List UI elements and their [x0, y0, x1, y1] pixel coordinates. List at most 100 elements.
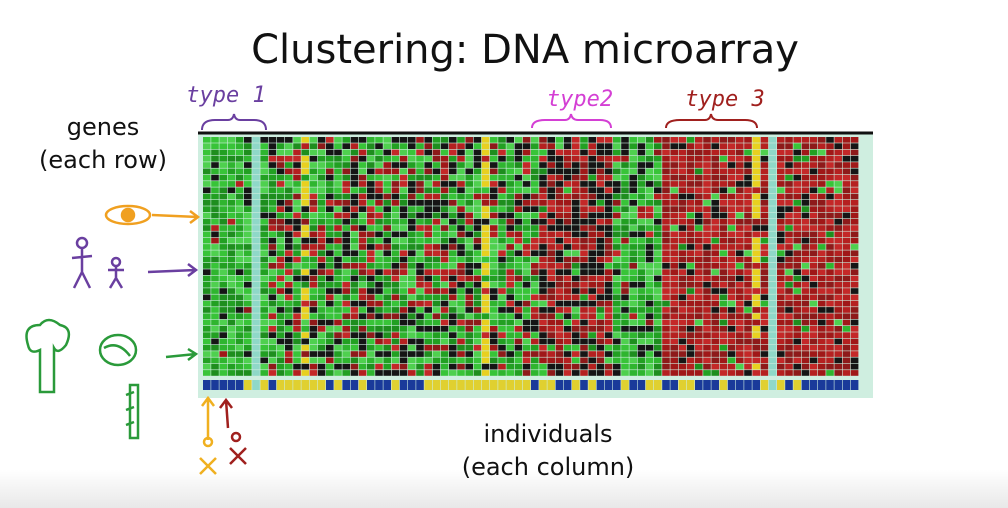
heatmap-cell: [276, 300, 285, 307]
heatmap-cell: [457, 155, 465, 162]
heatmap-cell: [768, 168, 777, 175]
person: [199, 457, 217, 475]
heatmap-cell: [350, 137, 359, 143]
heatmap-cell: [301, 319, 309, 326]
heatmap-cell: [268, 187, 277, 194]
heatmap-cell: [457, 380, 465, 390]
heatmap-cell: [539, 174, 547, 181]
heatmap-cell: [686, 237, 695, 244]
heatmap-cell: [334, 307, 342, 313]
heatmap-cell: [473, 294, 482, 301]
heatmap-cell: [637, 250, 646, 257]
heatmap-cell: [555, 256, 564, 263]
heatmap-cell: [203, 231, 211, 238]
heatmap-cell: [809, 174, 818, 181]
heatmap-cell: [613, 143, 621, 149]
heatmap-cell: [547, 256, 555, 263]
heatmap-cell: [580, 370, 588, 376]
heatmap-cell: [203, 275, 211, 282]
heatmap-cell: [678, 326, 687, 332]
heatmap-cell: [555, 143, 564, 149]
heatmap-cell: [203, 294, 211, 301]
heatmap-cell: [203, 149, 211, 156]
heatmap-cell: [555, 307, 564, 313]
heatmap-cell: [465, 206, 473, 212]
heatmap-cell: [244, 155, 252, 162]
heatmap-cell: [424, 338, 432, 345]
heatmap-cell: [629, 218, 637, 225]
heatmap-cell: [793, 181, 801, 187]
heatmap-cell: [777, 332, 785, 338]
heatmap-cell: [645, 218, 654, 225]
heatmap-cell: [580, 363, 588, 370]
heatmap-cell: [440, 193, 449, 200]
heatmap-cell: [399, 143, 408, 149]
heatmap-cell: [842, 168, 851, 175]
heatmap-cell: [424, 380, 432, 390]
heatmap-cell: [326, 155, 334, 162]
heatmap-cell: [334, 193, 342, 200]
heatmap-cell: [588, 307, 596, 313]
heatmap-cell: [736, 250, 744, 257]
heatmap-cell: [662, 288, 670, 294]
heatmap-cell: [203, 143, 211, 149]
heatmap-cell: [481, 363, 490, 370]
heatmap-cell: [465, 288, 473, 294]
heatmap-cell: [342, 237, 350, 244]
heatmap-cell: [440, 187, 449, 194]
heatmap-cell: [276, 174, 285, 181]
heatmap-cell: [449, 263, 457, 269]
heatmap-cell: [809, 256, 818, 263]
heatmap-cell: [457, 206, 465, 212]
heatmap-cell: [695, 162, 703, 168]
heatmap-cell: [465, 212, 473, 219]
heatmap-cell: [457, 313, 465, 320]
heatmap-cell: [506, 275, 514, 282]
heatmap-cell: [793, 244, 801, 250]
heatmap-cell: [801, 149, 810, 156]
heatmap-cell: [596, 162, 605, 168]
heatmap-cell: [727, 181, 736, 187]
heatmap-cell: [465, 300, 473, 307]
heatmap-cell: [391, 288, 400, 294]
heatmap-cell: [670, 281, 678, 288]
heatmap-cell: [440, 344, 449, 351]
heatmap-cell: [818, 380, 826, 390]
heatmap-cell: [539, 344, 547, 351]
heatmap-cell: [457, 307, 465, 313]
heatmap-cell: [317, 218, 326, 225]
heatmap-cell: [260, 351, 268, 357]
heatmap-cell: [473, 332, 482, 338]
heatmap-cell: [563, 281, 572, 288]
heatmap-cell: [842, 155, 851, 162]
heatmap-cell: [408, 300, 416, 307]
heatmap-cell: [736, 281, 744, 288]
heatmap-cell: [834, 225, 842, 231]
heatmap-cell: [424, 288, 432, 294]
heatmap-cell: [490, 250, 498, 257]
heatmap-cell: [252, 137, 260, 143]
heatmap-cell: [531, 193, 539, 200]
heatmap-cell: [301, 206, 309, 212]
heatmap-cell: [276, 275, 285, 282]
heatmap-cell: [629, 168, 637, 175]
heatmap-cell: [498, 200, 506, 206]
heatmap-cell: [727, 143, 736, 149]
heatmap-cell: [449, 300, 457, 307]
heatmap-cell: [818, 256, 826, 263]
heatmap-cell: [473, 231, 482, 238]
heatmap-cell: [654, 263, 662, 269]
heatmap-cell: [752, 168, 760, 175]
heatmap-cell: [473, 313, 482, 320]
heatmap-cell: [604, 313, 613, 320]
heatmap-cell: [695, 174, 703, 181]
heatmap-cell: [654, 269, 662, 275]
heatmap-cell: [481, 344, 490, 351]
heatmap-cell: [850, 294, 859, 301]
heatmap-cell: [662, 193, 670, 200]
row-label: (each row): [39, 146, 167, 174]
heatmap-cell: [203, 357, 211, 364]
heatmap-cell: [736, 212, 744, 219]
heatmap-cell: [416, 225, 424, 231]
heatmap-cell: [629, 187, 637, 194]
